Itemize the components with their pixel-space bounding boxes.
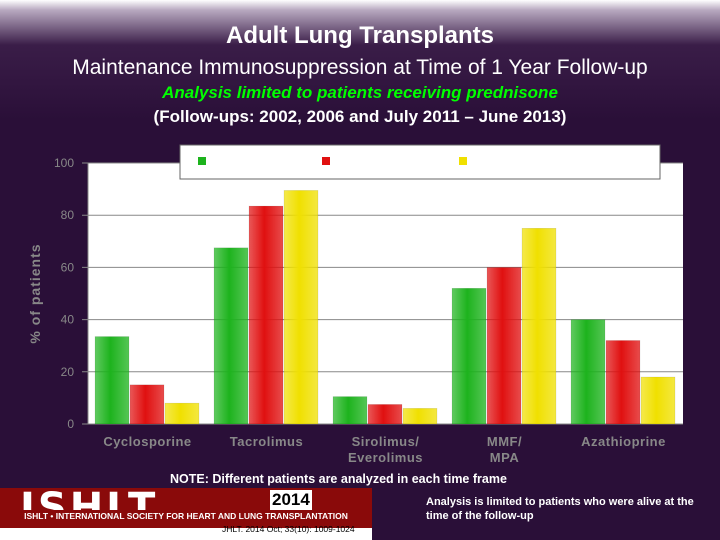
ishlt-logo: ISHLT bbox=[20, 485, 159, 531]
bar bbox=[521, 228, 557, 425]
x-tick-label: Tacrolimus bbox=[230, 434, 303, 449]
y-tick-label: 100 bbox=[54, 156, 74, 170]
side-note: Analysis is limited to patients who were… bbox=[426, 496, 694, 522]
footer-logo-block: ISHLT ISHLT • INTERNATIONAL SOCIETY FOR … bbox=[0, 485, 372, 540]
bar bbox=[164, 402, 200, 425]
bar bbox=[213, 247, 249, 425]
bar bbox=[94, 336, 130, 425]
y-axis-label: % of patients bbox=[27, 243, 43, 343]
bar bbox=[451, 288, 487, 425]
footnote: NOTE: Different patients are analyzed in… bbox=[170, 472, 507, 486]
legend-swatch bbox=[322, 157, 330, 165]
x-tick-label: MMF/ bbox=[487, 434, 522, 449]
legend-swatch bbox=[459, 157, 467, 165]
bar bbox=[570, 319, 606, 425]
bar bbox=[402, 408, 438, 425]
bar bbox=[283, 190, 319, 425]
bar bbox=[640, 376, 676, 425]
bar bbox=[605, 340, 641, 425]
bar bbox=[486, 267, 522, 425]
y-tick-label: 20 bbox=[61, 365, 75, 379]
citation: JHLT. 2014 Oct; 33(10): 1009-1024 bbox=[222, 524, 355, 534]
legend bbox=[179, 144, 661, 180]
bar bbox=[129, 384, 165, 425]
period-note: (Follow-ups: 2002, 2006 and July 2011 – … bbox=[153, 107, 567, 126]
org-name: ISHLT • INTERNATIONAL SOCIETY FOR HEART … bbox=[0, 510, 372, 523]
y-tick-label: 60 bbox=[61, 260, 75, 274]
x-tick-label: MPA bbox=[490, 450, 520, 465]
bar bbox=[332, 396, 368, 425]
y-tick-label: 0 bbox=[67, 417, 74, 431]
legend-swatch bbox=[198, 157, 206, 165]
analysis-note: Analysis limited to patients receiving p… bbox=[162, 83, 558, 102]
bar bbox=[367, 404, 403, 425]
y-tick-label: 80 bbox=[61, 208, 75, 222]
year-label: 2014 bbox=[270, 490, 312, 510]
x-tick-label: Everolimus bbox=[348, 450, 423, 465]
bar bbox=[248, 205, 284, 425]
x-tick-label: Sirolimus/ bbox=[352, 434, 420, 449]
x-tick-label: Cyclosporine bbox=[103, 434, 191, 449]
page-title: Adult Lung Transplants bbox=[226, 22, 494, 49]
x-tick-label: Azathioprine bbox=[581, 434, 666, 449]
y-tick-label: 40 bbox=[61, 313, 75, 327]
page-subtitle: Maintenance Immunosuppression at Time of… bbox=[72, 56, 648, 79]
